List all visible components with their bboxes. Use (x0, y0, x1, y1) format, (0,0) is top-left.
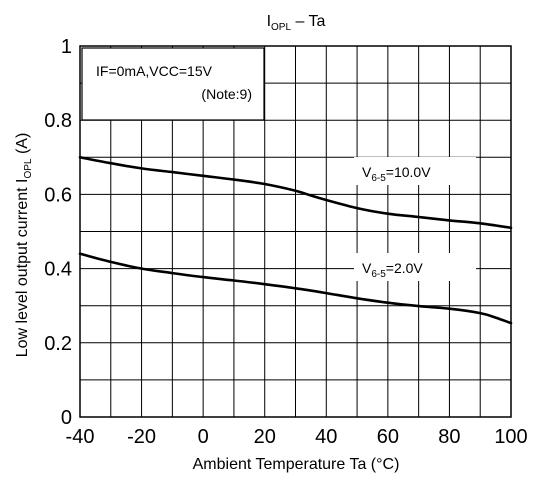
series-label-10v: V6-5=10.0V (354, 157, 476, 185)
x-tick-label: 80 (438, 426, 460, 448)
y-tick-label: 0 (61, 407, 72, 429)
y-tick-label: 1 (61, 36, 72, 58)
y-tick-label: 0.2 (44, 333, 72, 355)
condition-box-frame (81, 47, 265, 121)
y-tick-label: 0.6 (44, 184, 72, 206)
y-tick-labels: 0 0.2 0.4 0.6 0.8 1 (44, 36, 72, 429)
x-tick-label: 100 (494, 426, 527, 448)
x-tick-labels: -40 -20 0 20 40 60 80 100 (66, 426, 528, 448)
x-axis-label: Ambient Temperature Ta (°C) (193, 456, 400, 473)
series-label-2v: V6-5=2.0V (354, 253, 476, 281)
x-tick-label: 40 (315, 426, 337, 448)
x-tick-label: -20 (127, 426, 156, 448)
series-lines (78, 156, 513, 325)
y-axis-label: Low level output current IOPL (A) (14, 133, 34, 358)
condition-line-2: (Note:9) (201, 86, 252, 102)
y-tick-label: 0.8 (44, 110, 72, 132)
chart-title: IOPL – Ta (267, 13, 326, 33)
plot-frame (79, 45, 512, 418)
x-tick-label: 60 (377, 426, 399, 448)
svg-text:V6-5=10.0V: V6-5=10.0V (362, 164, 431, 184)
x-tick-label: -40 (66, 426, 95, 448)
svg-text:V6-5=2.0V: V6-5=2.0V (362, 260, 423, 280)
x-tick-label: 0 (198, 426, 209, 448)
condition-line-1: IF=0mA,VCC=15V (96, 63, 213, 79)
x-tick-label: 20 (254, 426, 276, 448)
condition-box: IF=0mA,VCC=15V (Note:9) (81, 47, 265, 121)
series-line-10v (78, 156, 513, 230)
grid (80, 46, 511, 417)
y-tick-label: 0.4 (44, 259, 72, 281)
series-line-2v (78, 252, 513, 325)
